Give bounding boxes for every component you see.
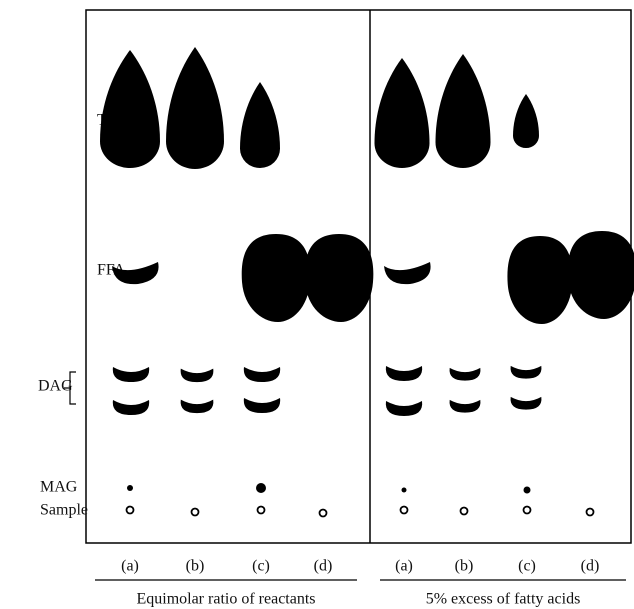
row-label: DAG [38, 378, 73, 395]
lane-label: (d) [581, 558, 600, 575]
lane-label: (a) [121, 558, 139, 575]
lane-label: (d) [314, 558, 333, 575]
panel-caption: Equimolar ratio of reactants [136, 591, 315, 608]
lane-label: (a) [395, 558, 413, 575]
panel-caption: 5% excess of fatty acids [426, 591, 581, 608]
lane-label: (c) [518, 558, 536, 575]
sample-origins [127, 507, 594, 517]
row-label: Sample [40, 502, 88, 519]
lane-label: (b) [186, 558, 205, 575]
lane-label: (b) [455, 558, 474, 575]
row-label: MAG [40, 479, 78, 496]
tlc-figure: TAG FFA DAG MAG Sample [0, 0, 634, 609]
spots-right [375, 54, 634, 494]
lane-label: (c) [252, 558, 270, 575]
spots-left [100, 47, 373, 493]
